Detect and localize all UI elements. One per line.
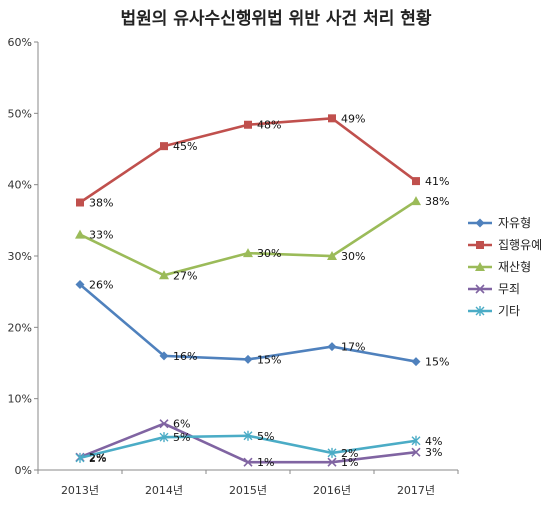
series-layer: 26%16% 15%17%15%38%45%48% 49%41%33%27%30% 3…	[75, 112, 449, 469]
data-point	[411, 357, 421, 367]
x-tick-label: 2015년	[229, 484, 267, 497]
legend-marker	[475, 262, 485, 271]
legend-label: 재산형	[498, 260, 531, 274]
data-point	[75, 280, 85, 290]
data-label: 49%	[341, 112, 365, 125]
data-point	[243, 430, 253, 441]
x-tick-label: 2016년	[313, 484, 351, 497]
data-label: 30%	[257, 247, 281, 260]
data-point	[411, 196, 421, 206]
data-point	[327, 447, 337, 458]
data-point	[411, 447, 421, 457]
data-point	[159, 351, 169, 361]
data-point	[243, 248, 253, 258]
series-4: 2% 6% 1% 1% 3%	[75, 418, 442, 469]
data-label: 15%	[257, 353, 281, 366]
data-point	[160, 142, 168, 151]
data-point	[412, 177, 420, 186]
y-tick-label: 30%	[8, 250, 32, 263]
data-label: 48%	[257, 119, 281, 132]
series-2: 38% 45% 48% 49% 41%	[76, 112, 449, 210]
data-point	[75, 452, 85, 463]
series-line	[79, 283, 417, 363]
data-label: 2%	[341, 447, 358, 460]
legend-item: 재산형	[468, 260, 531, 274]
data-point	[243, 457, 253, 467]
x-axis-ticks: 2013년 2014년 2015년 2016년 2017년	[37, 470, 459, 497]
y-tick-label: 20%	[8, 321, 32, 334]
y-tick-label: 40%	[8, 179, 32, 192]
y-axis-ticks: 0% 10% 20% 30% 40% 50% 60%	[8, 36, 38, 477]
data-label: 2%	[89, 452, 106, 465]
data-label: 33%	[89, 229, 113, 242]
legend-label: 집행유예	[498, 237, 542, 252]
data-label: 1%	[341, 456, 358, 469]
legend-marker	[476, 241, 484, 249]
x-tick-label: 2014년	[145, 484, 183, 497]
data-label: 3%	[425, 446, 442, 459]
data-point	[328, 114, 336, 123]
legend-marker	[475, 218, 485, 228]
legend-label: 자유형	[498, 216, 531, 230]
y-tick-label: 10%	[8, 393, 32, 406]
data-label: 45%	[173, 140, 197, 153]
data-point	[76, 198, 84, 207]
data-label: 5%	[173, 431, 190, 444]
legend-item: 무죄	[468, 282, 520, 296]
chart-title: 법원의 유사수신행위법 위반 사건 처리 현황	[120, 9, 431, 29]
data-point	[244, 120, 252, 129]
data-label: 16%	[173, 350, 197, 363]
series-line	[79, 199, 417, 277]
legend-item: 자유형	[468, 216, 531, 230]
data-point	[327, 457, 337, 467]
data-point	[327, 342, 337, 352]
data-label: 5%	[257, 430, 274, 443]
data-label: 30%	[341, 250, 365, 263]
x-tick-label: 2013년	[61, 484, 99, 497]
data-label: 41%	[425, 175, 449, 188]
data-label: 4%	[425, 435, 442, 448]
series-line	[79, 116, 417, 204]
data-label: 6%	[173, 418, 190, 431]
data-point	[411, 435, 421, 446]
data-label: 26%	[89, 279, 113, 292]
y-tick-label: 50%	[8, 107, 32, 120]
data-point	[159, 419, 169, 429]
series-1: 26% 16% 15% 17% 15%	[75, 279, 449, 369]
data-label: 15%	[425, 356, 449, 369]
x-tick-label: 2017년	[397, 484, 435, 497]
data-label: 38%	[425, 195, 449, 208]
y-tick-label: 60%	[8, 36, 32, 49]
series-line	[79, 422, 417, 464]
legend-item: 집행유예	[468, 237, 542, 252]
legend-label: 무죄	[498, 282, 520, 296]
data-label: 17%	[341, 341, 365, 354]
legend-marker	[475, 306, 485, 316]
legend-label: 기타	[498, 304, 520, 318]
y-tick-label: 0%	[15, 464, 32, 477]
series-3: 33% 27% 30% 30% 38%	[75, 195, 449, 282]
data-label: 1%	[257, 456, 274, 469]
data-point	[75, 229, 85, 239]
data-label: 38%	[89, 197, 113, 210]
data-point	[327, 251, 337, 260]
data-point	[159, 432, 169, 443]
data-point	[159, 270, 169, 280]
legend-marker	[475, 284, 485, 294]
legend-item: 기타	[468, 304, 520, 318]
series-5: 2% 5% 5% 2% 4%	[75, 430, 442, 465]
data-point	[243, 354, 253, 364]
data-label: 27%	[173, 269, 197, 282]
